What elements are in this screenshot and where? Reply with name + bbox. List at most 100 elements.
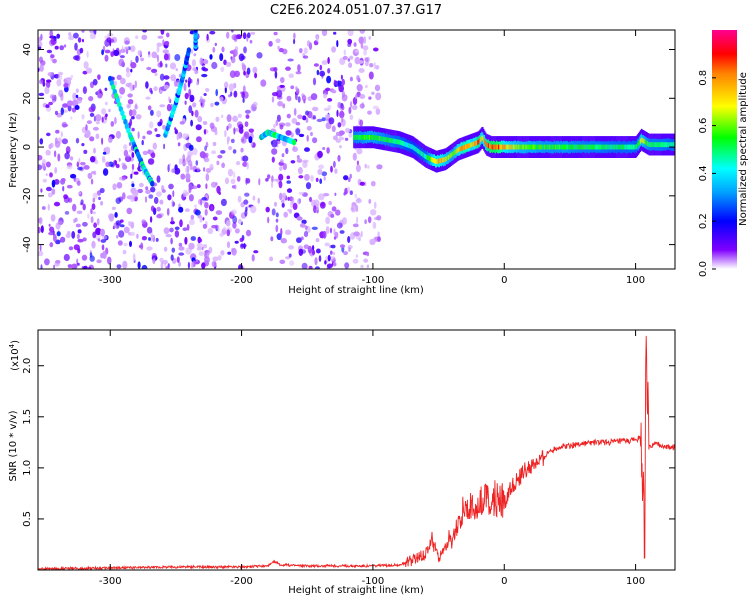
spectrogram-speckle (40, 188, 43, 193)
spectrogram-speckle (67, 104, 72, 112)
spectrogram-speckle (59, 236, 66, 243)
spectrogram-speckle (48, 223, 51, 227)
spectrogram-speckle (45, 104, 50, 108)
ridge-core (464, 144, 466, 150)
spectrogram-speckle (62, 103, 69, 108)
spectrogram-speckle (238, 53, 245, 62)
spectrogram-speckle (319, 70, 326, 77)
ridge-core (430, 156, 432, 162)
snr-line (38, 335, 675, 570)
spectrogram-speckle (352, 223, 359, 228)
spectrogram-speckle (145, 96, 151, 100)
spectrogram-speckle (52, 58, 57, 64)
spectrogram-speckle (92, 197, 96, 203)
spectrogram-speckle (297, 167, 303, 175)
spectrogram-speckle (288, 73, 294, 78)
spectrogram-speckle (332, 251, 335, 256)
spectrogram-speckle (191, 110, 194, 117)
spectrogram-speckle (206, 33, 209, 41)
spectrogram-speckle (186, 155, 192, 163)
spectrogram-speckle (228, 146, 233, 151)
spectrogram-speckle (276, 89, 283, 98)
spectrogram-speckle (298, 133, 305, 138)
spectrogram-speckle (100, 228, 105, 237)
spectrogram-speckle (162, 124, 167, 130)
spectrogram-speckle (246, 67, 251, 75)
snr-scale-prefix: (x10 (10, 348, 21, 371)
ridge-core (386, 137, 388, 143)
spectrogram-speckle (189, 30, 195, 35)
ridge-core (436, 159, 438, 165)
ridge-core (589, 144, 591, 150)
spectrogram-speckle (147, 158, 155, 165)
spectrogram-speckle (226, 220, 231, 227)
spectrogram-speckle (271, 175, 274, 183)
ridge-core (384, 137, 386, 142)
ridge-core (658, 142, 660, 148)
spectrogram-speckle (179, 121, 185, 125)
spectrogram-speckle (301, 219, 307, 225)
spectrogram-speckle (115, 163, 120, 169)
spectrogram-speckle (147, 105, 152, 111)
spectrogram-speckle (160, 261, 164, 269)
spectrogram-speckle (363, 36, 367, 44)
spectrogram-speckle (231, 30, 234, 33)
ridge-core (632, 144, 634, 150)
spectrogram-speckle (150, 234, 155, 239)
ridge-core (562, 144, 564, 150)
ridge-core (673, 142, 675, 148)
spectrogram-speckle (83, 165, 90, 170)
spectrogram-speckle (196, 184, 201, 189)
spectrogram-speckle (286, 188, 293, 193)
ridge-core (400, 140, 402, 146)
spectrogram-speckle (131, 170, 134, 176)
spectrogram-speckle (230, 91, 233, 97)
ridge-core (600, 144, 602, 150)
ridge-core (527, 144, 529, 150)
spectrogram-speckle (331, 46, 337, 53)
ridge-core (371, 134, 374, 140)
spectrogram-speckle (68, 35, 74, 41)
spectrogram-speckle (171, 247, 176, 253)
spectrogram-speckle (170, 237, 173, 245)
spectrogram-speckle (196, 246, 202, 251)
spectrogram-speckle (75, 94, 79, 98)
ridge-core (568, 144, 570, 150)
spectrogram-x-ticks: -300 -200 -100 0 100 (99, 30, 645, 286)
spectrogram-speckle (183, 83, 187, 91)
ridge-core (547, 144, 549, 150)
ridge-core (389, 138, 391, 143)
ridge-core (526, 144, 528, 150)
ridge-core (540, 144, 542, 150)
spectrogram-speckle (178, 246, 185, 251)
ridge-core (370, 134, 373, 140)
spectrogram-speckle (129, 194, 136, 203)
spectrogram-speckle (64, 86, 69, 93)
spectrogram-speckle (178, 242, 183, 247)
ridge-core (509, 144, 511, 150)
spectrogram-speckle (364, 219, 367, 225)
spectrogram-speckle (50, 38, 57, 45)
spectrogram-speckle (95, 227, 102, 236)
spectrogram-speckle (343, 192, 346, 196)
ridge-core (592, 144, 594, 150)
spectrogram-speckle (204, 209, 208, 216)
spectrogram-speckle (72, 203, 77, 212)
ridge-core (628, 144, 630, 150)
spectrogram-speckle (153, 196, 159, 205)
spectrogram-speckle (244, 133, 248, 138)
ridge-core (387, 137, 389, 143)
spectrogram-speckle (178, 206, 184, 213)
spectrogram-speckle (195, 124, 202, 131)
ridge-core (399, 139, 401, 145)
spectrogram-speckle (201, 73, 208, 78)
ridge-core (465, 144, 467, 150)
ridge-core (579, 144, 581, 150)
spectrogram-speckle (225, 61, 232, 67)
spectrogram-speckle (267, 174, 271, 180)
spectrogram-speckle (375, 65, 380, 70)
spectrogram-y-tick-label: -20 (22, 188, 33, 204)
spectrogram-speckle (150, 90, 153, 95)
spectrogram-speckle (301, 95, 307, 102)
spectrogram-speckle (161, 185, 165, 192)
